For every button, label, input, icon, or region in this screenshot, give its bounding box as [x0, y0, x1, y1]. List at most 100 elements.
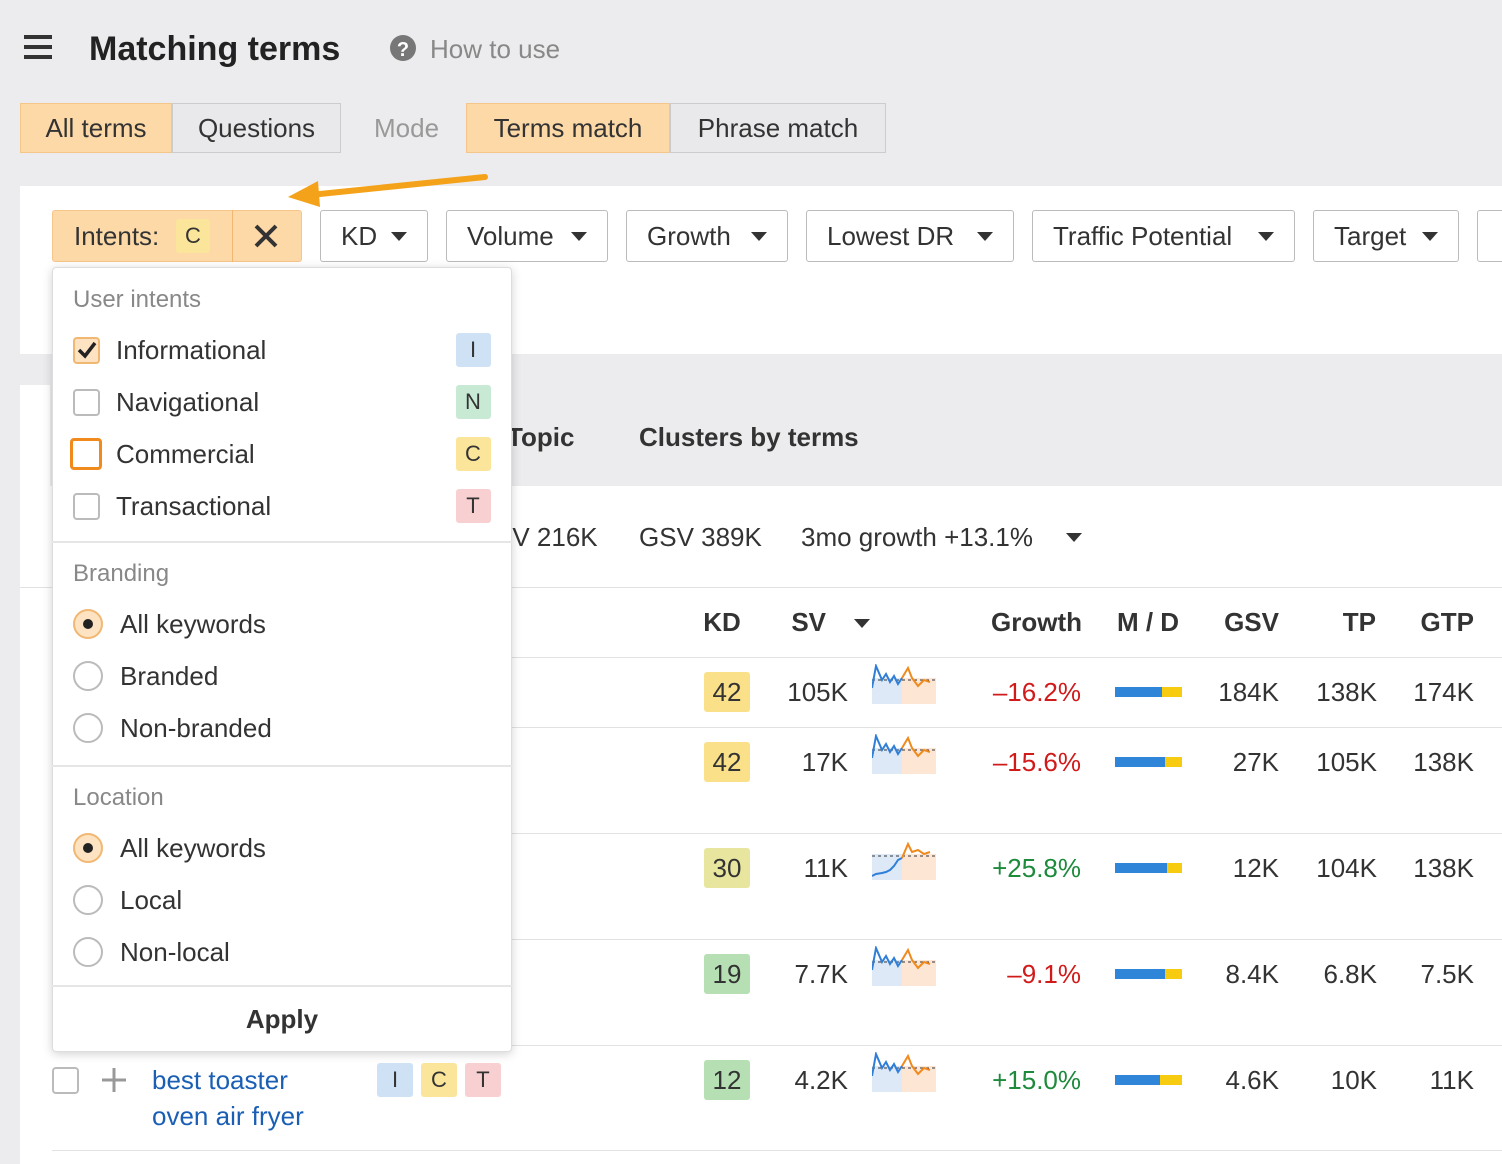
tab-button[interactable]: [20, 103, 172, 153]
kd-badge: [704, 742, 750, 782]
gsv-value: 4.6K: [1225, 1065, 1280, 1095]
kd-badge: [704, 848, 750, 888]
sort-caret: [854, 619, 870, 628]
divider: [232, 210, 233, 262]
option-label: Transactional: [116, 491, 272, 521]
row-divider: [52, 1045, 1502, 1046]
apply-button[interactable]: Apply: [245, 1004, 319, 1034]
tab-button-label: All terms: [45, 113, 147, 143]
checkbox[interactable]: [73, 337, 100, 364]
keyword-link[interactable]: best toaster: [152, 1065, 288, 1095]
intent-badge-bg: [465, 1063, 501, 1097]
option-label: All keywords: [120, 833, 266, 863]
filter-button[interactable]: [806, 210, 1014, 262]
kd-badge: [704, 672, 750, 712]
intent-badge-bg: [456, 437, 491, 471]
tp-value: 104K: [1316, 853, 1377, 883]
option-label: All keywords: [120, 609, 266, 639]
option-label: Navigational: [116, 387, 260, 417]
filter-label: Target: [1334, 221, 1407, 251]
intent-badge: T: [466, 493, 480, 518]
radio[interactable]: [73, 885, 103, 915]
md-bar-rest: [1166, 863, 1182, 873]
column-header: TP: [1342, 607, 1376, 637]
md-bar-rest: [1159, 1075, 1182, 1085]
filter-button[interactable]: [1032, 210, 1295, 262]
intents-label: Intents:: [74, 221, 160, 251]
caret: [751, 232, 767, 241]
filter-button[interactable]: [1477, 210, 1502, 262]
mode-button-label: Terms match: [493, 113, 643, 143]
view-tab: Clusters by terms: [639, 422, 859, 452]
gsv-value: 12K: [1232, 853, 1279, 883]
filter-label: Volume: [467, 221, 554, 251]
filter-button[interactable]: [320, 210, 428, 262]
column-header: GSV: [1224, 607, 1279, 637]
md-bar-rest: [1165, 969, 1182, 979]
dropdown: [52, 267, 512, 1052]
sv-value: 4.2K: [794, 1065, 849, 1095]
checkbox[interactable]: [70, 438, 102, 470]
mode-button[interactable]: [466, 103, 670, 153]
gtp-value: 11K: [1429, 1065, 1474, 1095]
gsv-value: 27K: [1232, 747, 1279, 777]
filter-label: KD: [341, 221, 378, 251]
radio-dot: [83, 619, 93, 629]
check: [77, 341, 97, 359]
row-divider: [52, 657, 1502, 658]
growth-value: +25.8%: [992, 853, 1081, 883]
sv-value: 11K: [803, 853, 848, 883]
kd-badge: [704, 1060, 750, 1100]
md-bar: [1115, 969, 1166, 979]
filter-label: Lowest DR: [827, 221, 955, 251]
radio[interactable]: [73, 937, 103, 967]
divider: [20, 587, 1502, 588]
sv-value: 105K: [787, 677, 848, 707]
intent-badge: I: [469, 337, 477, 362]
radio[interactable]: [73, 713, 103, 743]
row-checkbox[interactable]: [52, 1067, 79, 1094]
clear-icon: [254, 224, 278, 248]
intent-badge-bg: [377, 1063, 413, 1097]
intent-badge: I: [391, 1067, 399, 1092]
intent-badge-bg: [421, 1063, 457, 1097]
tp-value: 10K: [1330, 1065, 1377, 1095]
radio[interactable]: [73, 661, 103, 691]
divider: [52, 985, 512, 987]
kd-value: 42: [712, 747, 742, 777]
mode-button[interactable]: [670, 103, 886, 153]
divider: [52, 541, 512, 543]
option-label: Non-local: [120, 937, 230, 967]
column-header: M / D: [1116, 607, 1180, 637]
checkbox[interactable]: [73, 493, 100, 520]
caret: [1422, 232, 1438, 241]
intent-badge: C: [465, 441, 481, 466]
caret: [391, 232, 407, 241]
sv-value: 7.7K: [794, 959, 849, 989]
keyword-link[interactable]: oven air fryer: [152, 1101, 304, 1131]
caret: [1258, 232, 1274, 241]
column-header: SV: [791, 607, 826, 637]
option-label: Non-branded: [120, 713, 272, 743]
filter-label: Growth: [647, 221, 731, 251]
kd-value: 12: [712, 1065, 742, 1095]
intent-badge: T: [476, 1067, 490, 1092]
radio[interactable]: [73, 833, 103, 863]
intent-badge-bg: [456, 385, 491, 419]
annotation-arrow: [288, 174, 488, 207]
filter-button[interactable]: [1313, 210, 1459, 262]
sparkline: [872, 734, 936, 774]
growth-value: +15.0%: [992, 1065, 1081, 1095]
sparkline: [872, 946, 936, 986]
intent-badge-bg: [456, 489, 491, 523]
tp-value: 6.8K: [1323, 959, 1378, 989]
checkbox[interactable]: [73, 389, 100, 416]
tab-button[interactable]: [172, 103, 341, 153]
gtp-value: 7.5K: [1420, 959, 1475, 989]
column-header: Growth: [991, 607, 1082, 637]
intents-badge-bg: [176, 219, 210, 253]
row-divider: [52, 939, 1502, 940]
section-title: Location: [73, 784, 164, 811]
